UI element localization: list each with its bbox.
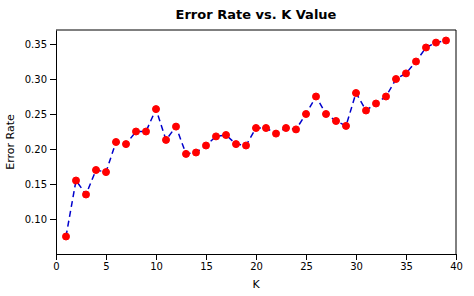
marker <box>443 37 450 44</box>
tick-label: 5 <box>103 261 109 272</box>
line <box>66 41 446 237</box>
tick-mark <box>456 254 457 260</box>
marker <box>163 136 170 143</box>
tick: 0.35 <box>25 39 56 50</box>
marker <box>113 139 120 146</box>
marker <box>273 130 280 137</box>
tick-label: 0.30 <box>25 74 47 85</box>
tick: 15 <box>200 254 213 272</box>
tick: 0.20 <box>25 144 56 155</box>
marker <box>223 132 230 139</box>
marker <box>83 191 90 198</box>
tick-mark <box>256 254 257 260</box>
marker <box>313 93 320 100</box>
chart: 0 5 10 15 20 25 30 35 40 0.10 0.15 0.20 0.25 0.30 0.35… <box>0 0 474 296</box>
marker <box>393 76 400 83</box>
marker <box>243 142 250 149</box>
marker <box>143 128 150 135</box>
tick-label: 0 <box>53 261 59 272</box>
tick-label: 20 <box>250 261 263 272</box>
tick: 0.25 <box>25 109 56 120</box>
tick-mark <box>306 254 307 260</box>
marker <box>403 70 410 77</box>
tick-label: 30 <box>350 261 363 272</box>
marker <box>413 58 420 65</box>
tick-label: 35 <box>400 261 413 272</box>
marker <box>423 44 430 51</box>
tick: 25 <box>300 254 313 272</box>
marker <box>263 125 270 132</box>
tick-label: 0.10 <box>25 214 47 225</box>
tick-mark <box>50 114 56 115</box>
marks <box>63 37 450 240</box>
marker <box>383 93 390 100</box>
tick-mark <box>50 149 56 150</box>
tick: 10 <box>150 254 163 272</box>
marker <box>283 125 290 132</box>
marker <box>363 107 370 114</box>
y-axis: 0.10 0.15 0.20 0.25 0.30 0.35 <box>25 31 57 255</box>
marker <box>343 122 350 129</box>
tick: 5 <box>103 254 109 272</box>
tick: 0.15 <box>25 179 56 190</box>
tick-mark <box>106 254 107 260</box>
tick: 0 <box>53 254 59 272</box>
tick: 20 <box>250 254 263 272</box>
y-axis-title: Error Rate <box>4 114 17 170</box>
tick-mark <box>50 184 56 185</box>
tick: 0.30 <box>25 74 56 85</box>
marker <box>253 125 260 132</box>
marker <box>213 133 220 140</box>
marker <box>93 167 100 174</box>
tick-label: 0.35 <box>25 39 47 50</box>
tick-label: 25 <box>300 261 313 272</box>
marker <box>373 100 380 107</box>
tick-mark <box>50 219 56 220</box>
marker <box>303 111 310 118</box>
tick-label: 0.20 <box>25 144 47 155</box>
marker <box>73 177 80 184</box>
marker <box>203 142 210 149</box>
tick-mark <box>56 254 57 260</box>
marker <box>353 90 360 97</box>
marker <box>153 106 160 113</box>
tick-mark <box>50 44 56 45</box>
tick-mark <box>156 254 157 260</box>
plot-area: 0 5 10 15 20 25 30 35 40 0.10 0.15 0.20 0.25 0.30 0.35 <box>25 30 463 272</box>
tick: 30 <box>350 254 363 272</box>
tick-label: 0.15 <box>25 179 47 190</box>
tick-mark <box>206 254 207 260</box>
marker <box>433 39 440 46</box>
x-axis: 0 5 10 15 20 25 30 35 40 <box>53 254 463 272</box>
tick-mark <box>50 79 56 80</box>
marker <box>183 150 190 157</box>
tick-label: 0.25 <box>25 109 47 120</box>
tick-mark <box>406 254 407 260</box>
marker <box>123 141 130 148</box>
marker <box>103 169 110 176</box>
marker <box>333 118 340 125</box>
marker <box>173 123 180 130</box>
frame-line <box>56 30 456 31</box>
tick: 0.10 <box>25 214 56 225</box>
title: Error Rate vs. K Value <box>176 7 337 22</box>
marker <box>63 233 70 240</box>
x-axis-title: K <box>252 278 260 291</box>
marker <box>133 128 140 135</box>
tick: 40 <box>450 254 463 272</box>
tick: 35 <box>400 254 413 272</box>
marker <box>193 149 200 156</box>
frame-line <box>456 30 457 254</box>
marker <box>233 141 240 148</box>
tick-label: 10 <box>150 261 163 272</box>
tick-label: 40 <box>450 261 463 272</box>
axis-line <box>56 31 57 255</box>
tick-mark <box>356 254 357 260</box>
tick-label: 15 <box>200 261 213 272</box>
marker <box>293 126 300 133</box>
marker <box>323 111 330 118</box>
